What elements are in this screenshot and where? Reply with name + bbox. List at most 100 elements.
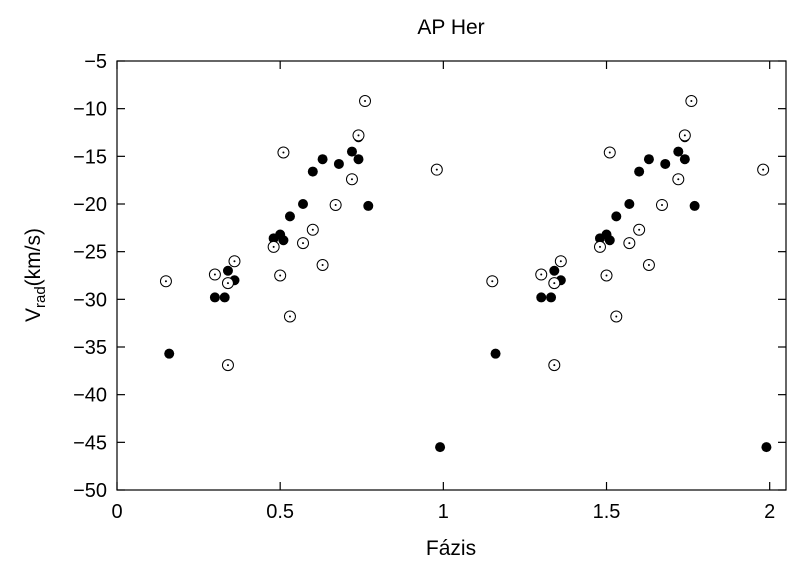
x-tick-label: 0 (111, 501, 122, 523)
data-point-filled (536, 292, 547, 303)
data-point-filled (278, 235, 289, 246)
data-point-filled (604, 235, 615, 246)
data-point-open (221, 277, 234, 290)
chart-title: AP Her (417, 16, 484, 39)
data-point-dot (540, 273, 543, 276)
data-point-dot (302, 242, 305, 245)
y-axis-label-unit: (km/s) (22, 228, 45, 286)
x-tick-label: 2 (764, 501, 775, 523)
data-point-filled (298, 199, 309, 209)
data-point-dot (226, 282, 229, 285)
data-point-filled (689, 200, 700, 211)
data-point-open (283, 310, 296, 323)
data-point-dot (608, 151, 611, 154)
data-point-dot (683, 134, 686, 137)
data-point-dot (677, 178, 680, 181)
data-point-open (329, 198, 342, 211)
data-point-dot (660, 203, 663, 206)
y-tick-label: −35 (73, 337, 107, 359)
data-point-dot (553, 364, 556, 367)
data-point-filled (634, 166, 645, 177)
data-point-open (345, 173, 358, 186)
data-point-filled (219, 292, 230, 303)
data-point-dot (615, 315, 618, 318)
data-point-open (274, 269, 287, 282)
y-tick-label: −20 (73, 194, 107, 216)
data-point-filled (353, 154, 364, 165)
data-point-dot (690, 100, 693, 103)
data-point-filled (643, 154, 654, 165)
data-point-dot (279, 274, 282, 277)
data-point-open (548, 359, 561, 372)
data-point-filled (307, 166, 318, 177)
data-point-dot (647, 264, 650, 267)
data-point-open (623, 237, 636, 250)
data-point-open (352, 129, 365, 142)
data-point-filled (660, 158, 671, 169)
data-point-open (610, 310, 623, 323)
data-point-filled (611, 211, 622, 222)
data-point-filled (679, 154, 690, 165)
plot-frame (116, 60, 787, 491)
data-point-dot (213, 273, 216, 276)
data-point-open (306, 223, 319, 236)
data-point-open (359, 95, 372, 108)
data-point-dot (605, 274, 608, 277)
data-point-dot (598, 245, 601, 248)
data-point-dot (282, 151, 285, 154)
data-point-open (642, 259, 655, 272)
data-point-open (159, 275, 172, 288)
y-tick-label: −15 (73, 146, 107, 168)
data-point-dot (638, 228, 641, 231)
data-point-filled (346, 146, 357, 157)
x-axis-ticks: 0 0.5 1 1.5 2 (111, 61, 775, 523)
data-point-dot (311, 228, 314, 231)
data-point-open (297, 237, 310, 250)
data-point-open (548, 277, 561, 290)
data-point-open (316, 259, 329, 272)
y-tick-label: −40 (73, 385, 107, 407)
data-point-open (757, 163, 770, 176)
y-tick-label: −25 (73, 242, 107, 264)
x-tick-label: 0.5 (266, 501, 294, 523)
data-point-open (633, 223, 646, 236)
data-point-filled (673, 146, 684, 157)
data-point-filled (222, 265, 233, 276)
y-tick-label: −5 (84, 51, 107, 73)
data-point-filled (209, 292, 220, 303)
data-point-filled (761, 442, 772, 453)
x-tick-label: 1.5 (593, 501, 621, 523)
data-point-open (554, 255, 567, 268)
data-point-filled (333, 158, 344, 169)
data-point-open (535, 268, 548, 281)
data-point-filled (164, 348, 175, 359)
data-point-open (267, 240, 280, 253)
data-point-dot (491, 280, 494, 283)
data-point-dot (164, 280, 167, 283)
data-point-dot (435, 168, 438, 171)
data-point-filled (363, 200, 374, 211)
x-axis-label: Fázis (426, 537, 476, 560)
data-point-open (277, 146, 290, 159)
data-point-open (228, 255, 241, 268)
y-axis-label-sub: rad (32, 286, 49, 308)
data-point-dot (334, 203, 337, 206)
data-point-open (678, 129, 691, 142)
data-point-dot (288, 315, 291, 318)
y-axis-label-main: V (22, 308, 45, 322)
data-point-filled (317, 154, 328, 165)
data-point-open (208, 268, 221, 281)
data-points (159, 95, 772, 453)
data-point-open (685, 95, 698, 108)
y-axis-ticks: −50 −45 −40 −35 −30 −25 −20 −15 −10 −5 (73, 51, 786, 502)
data-point-open (603, 146, 616, 159)
data-point-dot (272, 245, 275, 248)
data-point-filled (490, 348, 501, 359)
data-point-open (672, 173, 685, 186)
data-point-dot (321, 264, 324, 267)
data-point-dot (762, 168, 765, 171)
data-point-dot (364, 100, 367, 103)
y-tick-label: −45 (73, 432, 107, 454)
y-tick-label: −50 (73, 480, 107, 502)
